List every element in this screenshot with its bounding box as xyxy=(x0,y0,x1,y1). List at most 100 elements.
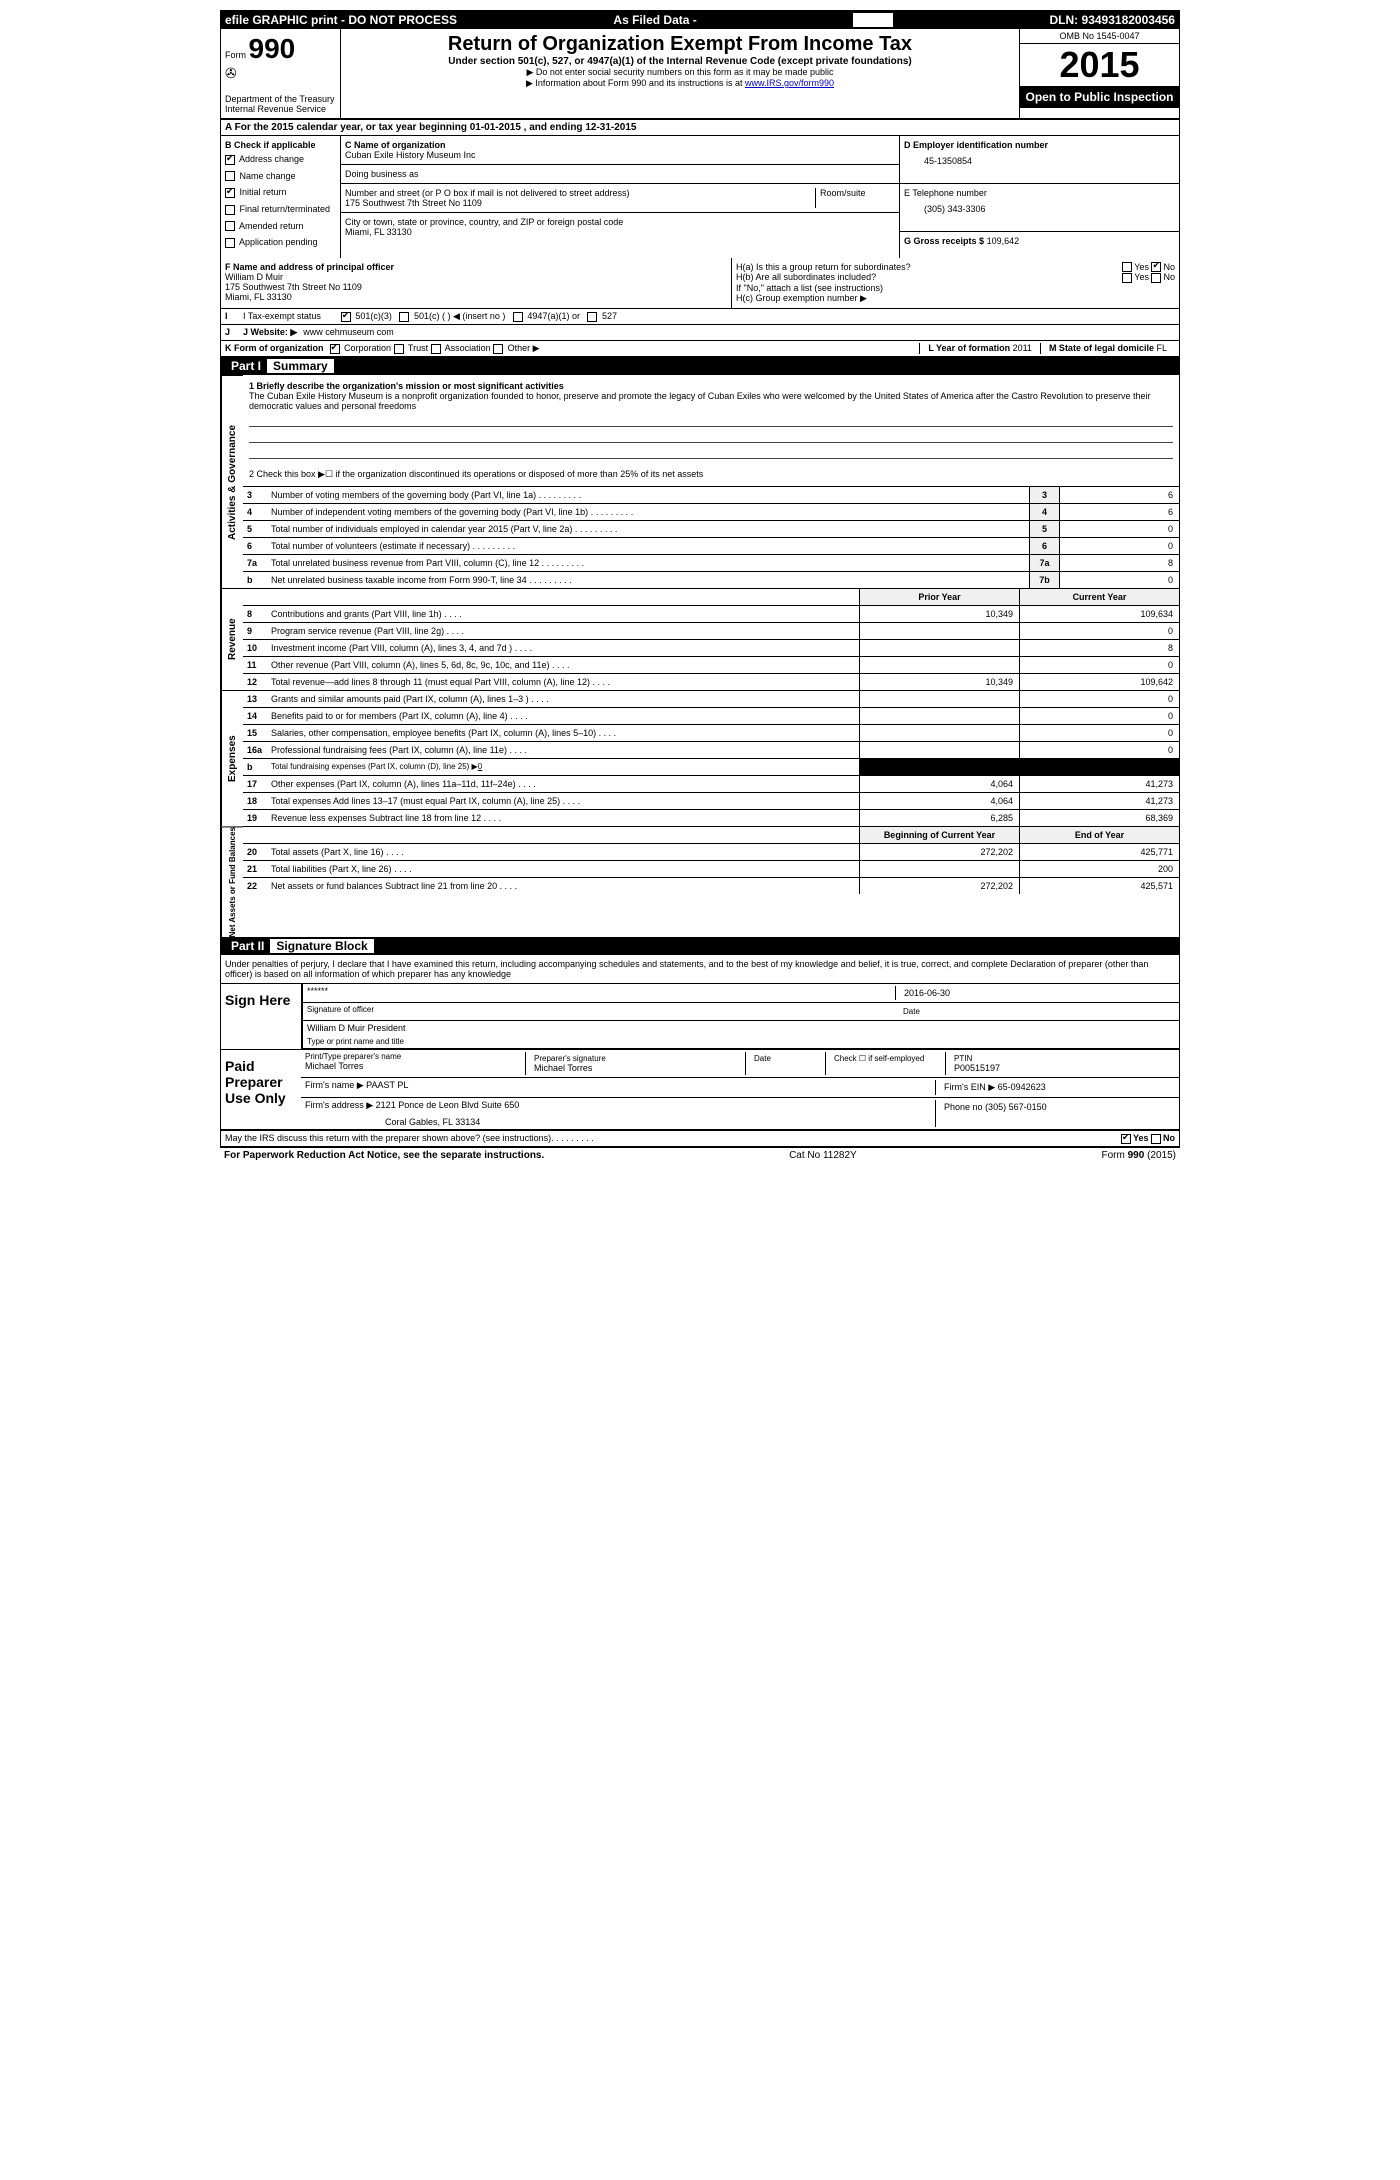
date-label: Date xyxy=(895,1005,1175,1018)
prep-sig-value: Michael Torres xyxy=(534,1063,737,1073)
irs-link[interactable]: www.IRS.gov/form990 xyxy=(745,78,834,88)
self-employed-check: Check ☐ if self-employed xyxy=(825,1052,945,1075)
hb-yes-checkbox[interactable] xyxy=(1122,273,1132,283)
gov-data-row: 7aTotal unrelated business revenue from … xyxy=(243,554,1179,571)
signature-section: Under penalties of perjury, I declare th… xyxy=(221,955,1179,1147)
dba-label: Doing business as xyxy=(345,169,895,179)
efile-print-label: efile GRAPHIC print - DO NOT PROCESS xyxy=(225,13,457,27)
begin-year-header: Beginning of Current Year xyxy=(859,827,1019,843)
dln-value: 93493182003456 xyxy=(1082,13,1175,27)
officer-and-h-section: F Name and address of principal officer … xyxy=(221,258,1179,309)
gross-value: 109,642 xyxy=(987,236,1020,246)
vert-expenses: Expenses xyxy=(221,690,243,826)
i-opts: 501(c)(3) 501(c) ( ) ◀ (insert no ) 4947… xyxy=(341,311,617,322)
m-block: M State of legal domicile FL xyxy=(1040,343,1175,354)
4947-checkbox[interactable] xyxy=(513,312,523,322)
discuss-no-checkbox[interactable] xyxy=(1151,1134,1161,1144)
info-note: ▶ Information about Form 990 and its ins… xyxy=(345,78,1015,89)
dept-treasury: Department of the Treasury xyxy=(225,94,336,104)
org-name-box: C Name of organization Cuban Exile Histo… xyxy=(341,136,899,165)
other-checkbox[interactable] xyxy=(493,344,503,354)
underline xyxy=(249,431,1173,443)
sig-stars: ****** xyxy=(307,986,895,1000)
firm-addr2: Coral Gables, FL 33134 xyxy=(305,1117,935,1127)
l-block: L Year of formation 2011 xyxy=(919,343,1040,354)
sign-here-table: Sign Here ****** 2016-06-30 Signature of… xyxy=(221,983,1179,1049)
officer-addr2: Miami, FL 33130 xyxy=(225,292,727,302)
paid-preparer-fields: Print/Type preparer's name Michael Torre… xyxy=(301,1050,1179,1129)
data-row: 22Net assets or fund balances Subtract l… xyxy=(243,877,1179,894)
vert-activities: Activities & Governance xyxy=(221,375,243,588)
corp-checkbox[interactable] xyxy=(330,344,340,354)
city-label: City or town, state or province, country… xyxy=(345,217,895,227)
title-cell: Return of Organization Exempt From Incom… xyxy=(341,29,1019,118)
as-filed-label: As Filed Data - xyxy=(613,13,696,27)
k-text: K Form of organization xyxy=(225,343,324,354)
501c-checkbox[interactable] xyxy=(399,312,409,322)
gov-data-row: bNet unrelated business taxable income f… xyxy=(243,571,1179,588)
data-row: 20Total assets (Part X, line 16)272,2024… xyxy=(243,843,1179,860)
hb-row: H(b) Are all subordinates included? Yes … xyxy=(736,272,1175,283)
checkbox[interactable] xyxy=(225,155,235,165)
discuss-yn: Yes No xyxy=(1121,1133,1175,1144)
officer-addr1: 175 Southwest 7th Street No 1109 xyxy=(225,282,727,292)
prior-year-header: Prior Year xyxy=(859,589,1019,605)
checkbox[interactable] xyxy=(225,221,235,231)
data-row: 18Total expenses Add lines 13–17 (must e… xyxy=(243,792,1179,809)
checkbox[interactable] xyxy=(225,238,235,248)
checkbox[interactable] xyxy=(225,205,235,215)
checkbox-b-item: Final return/terminated xyxy=(225,204,336,215)
city-value: Miami, FL 33130 xyxy=(345,227,895,237)
checkbox-b-item: Amended return xyxy=(225,221,336,232)
ptin-value: P00515197 xyxy=(954,1063,1167,1073)
assoc-checkbox[interactable] xyxy=(431,344,441,354)
ha-yes-checkbox[interactable] xyxy=(1122,262,1132,272)
ptin-label: PTIN xyxy=(954,1054,1167,1063)
website-value: www cehmuseum com xyxy=(303,327,394,338)
vert-revenue: Revenue xyxy=(221,588,243,690)
paid-preparer-label: Paid Preparer Use Only xyxy=(221,1050,301,1129)
line-j-row: J J Website: ▶ www cehmuseum com xyxy=(221,325,1179,341)
discuss-yes-checkbox[interactable] xyxy=(1121,1134,1131,1144)
hb-note: If "No," attach a list (see instructions… xyxy=(736,283,1175,293)
checkbox[interactable] xyxy=(225,171,235,181)
officer-name-row: William D Muir President xyxy=(303,1021,1179,1035)
i-label: I xyxy=(225,311,243,322)
row-a-tax-year: A For the 2015 calendar year, or tax yea… xyxy=(221,120,1179,136)
sig-labels-row: Signature of officer Date xyxy=(303,1003,1179,1021)
gov-data-row: 5Total number of individuals employed in… xyxy=(243,520,1179,537)
527-checkbox[interactable] xyxy=(587,312,597,322)
line-i-row: I I Tax-exempt status 501(c)(3) 501(c) (… xyxy=(221,309,1179,325)
perjury-declaration: Under penalties of perjury, I declare th… xyxy=(221,955,1179,983)
phone-box: E Telephone number (305) 343-3306 xyxy=(900,184,1179,232)
501c3-checkbox[interactable] xyxy=(341,312,351,322)
net-header-row: Beginning of Current Year End of Year xyxy=(243,826,1179,843)
discuss-text: May the IRS discuss this return with the… xyxy=(225,1133,551,1144)
hb-label: H(b) Are all subordinates included? xyxy=(736,272,1122,283)
addr-value: 175 Southwest 7th Street No 1109 xyxy=(345,198,815,208)
type-print-row: Type or print name and title xyxy=(303,1035,1179,1049)
filed-data-box xyxy=(853,13,893,27)
hb-no-checkbox[interactable] xyxy=(1151,273,1161,283)
checkbox[interactable] xyxy=(225,188,235,198)
room-suite-label: Room/suite xyxy=(815,188,895,208)
part-2-header: Part II Signature Block xyxy=(221,937,1179,955)
line-k-row: K Form of organization Corporation Trust… xyxy=(221,341,1179,357)
ein-value: 45-1350854 xyxy=(904,156,1175,166)
sig-officer-label: Signature of officer xyxy=(307,1005,895,1018)
part-1-header: Part I Summary xyxy=(221,357,1179,375)
data-row: 16aProfessional fundraising fees (Part I… xyxy=(243,741,1179,758)
dln-block: DLN: 93493182003456 xyxy=(1050,13,1175,27)
rev-content: Prior Year Current Year 8Contributions a… xyxy=(243,588,1179,690)
form-number: 990 xyxy=(249,33,296,64)
net-assets-section: Net Assets or Fund Balances Beginning of… xyxy=(221,826,1179,937)
trust-checkbox[interactable] xyxy=(394,344,404,354)
sig-date: 2016-06-30 xyxy=(895,986,1175,1000)
underline xyxy=(249,447,1173,459)
ha-no-checkbox[interactable] xyxy=(1151,262,1161,272)
sig-stars-row: ****** 2016-06-30 xyxy=(303,984,1179,1003)
part-2-name: Signature Block xyxy=(270,939,373,953)
data-row: 15Salaries, other compensation, employee… xyxy=(243,724,1179,741)
f-label: F Name and address of principal officer xyxy=(225,262,727,272)
checkbox-b-item: Name change xyxy=(225,171,336,182)
